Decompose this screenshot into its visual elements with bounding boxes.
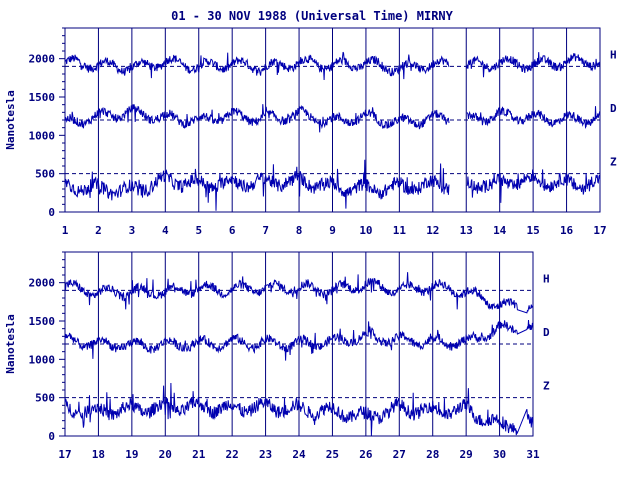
x-tick-label: 14 (493, 224, 507, 237)
y-axis-label: Nanotesla (4, 314, 17, 374)
x-tick-label: 1 (62, 224, 69, 237)
x-tick-label: 13 (460, 224, 473, 237)
y-tick-label: 500 (35, 392, 55, 405)
y-tick-label: 2000 (29, 277, 56, 290)
x-tick-label: 24 (292, 448, 306, 461)
y-tick-label: 2000 (29, 53, 56, 66)
x-tick-label: 16 (560, 224, 574, 237)
series-trace-D (64, 104, 601, 133)
x-tick-label: 31 (526, 448, 540, 461)
x-tick-label: 19 (125, 448, 138, 461)
x-tick-label: 17 (593, 224, 606, 237)
x-tick-label: 10 (359, 224, 372, 237)
x-tick-label: 9 (329, 224, 336, 237)
x-tick-label: 27 (393, 448, 406, 461)
series-label-H: H (543, 272, 550, 285)
x-tick-label: 21 (192, 448, 206, 461)
y-tick-label: 0 (48, 206, 55, 219)
y-axis-label: Nanotesla (4, 90, 17, 150)
x-tick-label: 11 (393, 224, 407, 237)
chart-title: 01 - 30 NOV 1988 (Universal Time) MIRNY (171, 9, 454, 23)
series-trace-D (64, 319, 534, 361)
x-tick-label: 15 (527, 224, 540, 237)
series-label-Z: Z (543, 380, 550, 393)
x-tick-label: 17 (58, 448, 71, 461)
x-tick-label: 6 (229, 224, 236, 237)
x-tick-label: 3 (129, 224, 136, 237)
x-tick-label: 20 (159, 448, 172, 461)
series-label-Z: Z (610, 156, 617, 169)
x-tick-label: 23 (259, 448, 272, 461)
y-tick-label: 500 (35, 168, 55, 181)
y-tick-label: 1500 (29, 91, 56, 104)
y-tick-label: 0 (48, 430, 55, 443)
x-tick-label: 7 (262, 224, 269, 237)
x-tick-label: 5 (195, 224, 202, 237)
y-tick-label: 1500 (29, 315, 56, 328)
chart-panel-top: 1 2 3 4 5 6 7 8 9 10 11 12 13 14 15 16 17050010001500200… (4, 27, 617, 237)
series-trace-H (64, 272, 534, 314)
y-tick-label: 1000 (29, 353, 56, 366)
series-label-H: H (610, 48, 617, 61)
series-label-D: D (610, 102, 617, 115)
series-trace-Z (64, 159, 601, 211)
series-label-D: D (543, 326, 550, 339)
x-tick-label: 29 (460, 448, 473, 461)
x-tick-label: 25 (326, 448, 339, 461)
x-tick-label: 18 (92, 448, 105, 461)
x-tick-label: 8 (296, 224, 303, 237)
x-tick-label: 4 (162, 224, 169, 237)
x-tick-label: 28 (426, 448, 439, 461)
chart-panel-bottom: 17 18 19 20 21 22 23 24 25 26 27 28 29 30 31 0 500 1000 15… (4, 251, 550, 461)
x-tick-label: 26 (359, 448, 373, 461)
y-tick-label: 1000 (29, 129, 56, 142)
x-tick-label: 12 (426, 224, 439, 237)
x-tick-label: 22 (226, 448, 239, 461)
x-tick-label: 2 (95, 224, 102, 237)
x-tick-label: 30 (493, 448, 506, 461)
series-trace-Z (64, 382, 534, 436)
series-trace-H (64, 51, 601, 81)
